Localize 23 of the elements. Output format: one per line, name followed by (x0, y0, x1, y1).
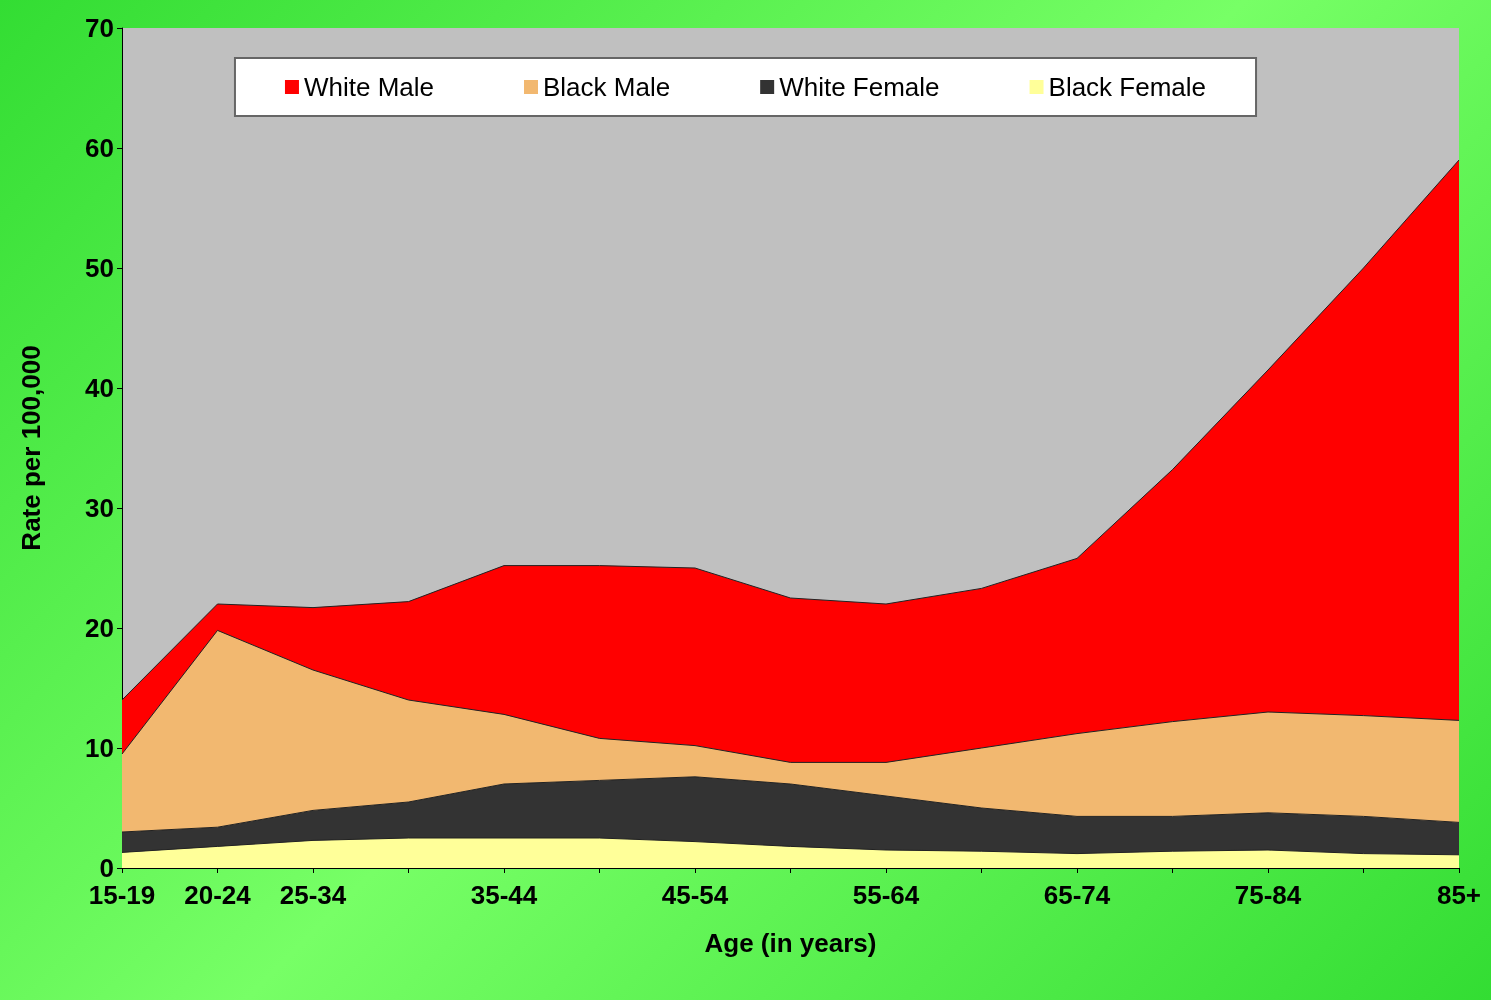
x-tick-label: 25-34 (279, 880, 347, 910)
x-tick-label: 85+ (1436, 880, 1482, 910)
y-tick-label: 10 (85, 733, 114, 763)
x-tick-label: 45-54 (661, 880, 729, 910)
x-tick-label: 65-74 (1043, 880, 1111, 910)
x-tick-label: 15-19 (88, 880, 156, 910)
legend-label: Black Female (1048, 72, 1207, 102)
y-tick-label: 60 (85, 133, 114, 163)
x-tick-label: 55-64 (852, 880, 920, 910)
legend-label: White Male (303, 72, 435, 102)
y-tick-label: 40 (85, 373, 114, 403)
legend-label: Black Male (543, 72, 671, 102)
y-tick-label: 70 (85, 13, 114, 43)
legend-label: White Female (779, 72, 940, 102)
x-tick-label: 75-84 (1234, 880, 1302, 910)
y-axis-title: Rate per 100,000 (16, 345, 46, 551)
y-tick-label: 30 (85, 493, 114, 523)
x-tick-label: 20-24 (184, 880, 252, 910)
y-tick-label: 0 (99, 853, 114, 883)
x-axis-title: Age (in years) (704, 928, 877, 958)
y-tick-label: 20 (85, 613, 114, 643)
y-tick-label: 50 (85, 253, 114, 283)
x-tick-label: 35-44 (470, 880, 538, 910)
